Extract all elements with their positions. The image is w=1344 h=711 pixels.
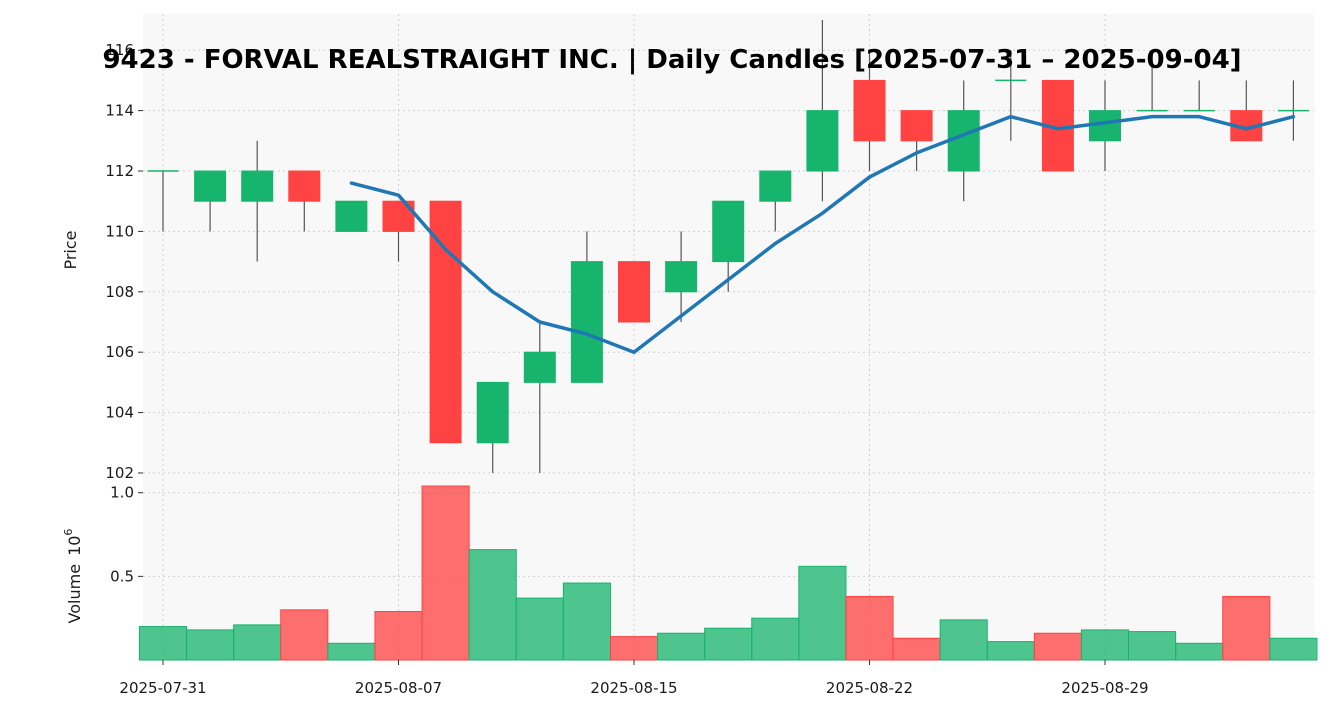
volume-bar [845,595,894,661]
volume-bar [939,619,988,661]
price-tick-label: 110 [105,222,134,240]
volume-bar [1033,632,1082,661]
price-tick-label: 108 [105,283,134,301]
candle-body [241,170,274,202]
candle-body [194,170,227,202]
price-axis-label: Price [61,230,80,269]
volume-bar [186,629,235,661]
date-tick-label: 2025-07-31 [119,679,206,697]
moving-average-line [349,114,1296,354]
price-tick-label: 102 [105,464,134,482]
candle-body [618,261,650,323]
volume-bar [327,642,376,661]
chart-title: 9423 - FORVAL REALSTRAIGHT INC. | Daily … [102,45,1241,75]
volume-bar [704,627,753,661]
price-tick-label: 116 [105,41,134,59]
volume-bar [1269,637,1318,661]
volume-bar [280,609,329,661]
volume-bar [1175,642,1224,661]
volume-bar [562,582,611,661]
axis-ticks: 102 104 106 108 110 112 114 116 0.5 1.0 2025-07-31… [105,41,1148,697]
price-tick-label: 106 [105,343,134,361]
volume-bar [609,636,659,661]
volume-scale-base: 10 [65,536,84,556]
price-tick-label: 114 [105,102,134,120]
price-tick-label: 104 [105,404,134,422]
volume-bar [751,617,800,661]
volume-bars [138,485,1318,661]
volume-bar [1222,595,1271,661]
candle-body [570,261,603,383]
candle-body [712,200,745,263]
candle-body [335,200,368,232]
volume-bar [515,597,564,661]
ma-line [349,114,1296,354]
volume-bar [798,565,847,661]
date-tick-label: 2025-08-29 [1061,679,1148,697]
volume-bar [138,626,188,661]
candle-body [853,79,886,142]
candle-body [288,170,321,202]
candle-body [429,200,462,444]
volume-tick-label: 1.0 [110,484,134,502]
volume-axis-label: Volume 106 [62,529,84,624]
volume-bar [1128,631,1177,661]
date-tick-label: 2025-08-22 [826,679,913,697]
volume-bar [233,624,282,661]
volume-bar [986,641,1035,661]
candles [147,20,1309,473]
candle-body [382,200,415,232]
candle-body [759,170,792,202]
volume-bar [657,632,706,661]
candle-body [476,381,509,444]
volume-bar [374,610,423,661]
candle-body [947,110,980,172]
candle-body [806,110,839,172]
volume-bar [421,485,470,661]
volume-tick-label: 0.5 [110,567,134,585]
volume-bar [892,637,941,661]
price-tick-label: 112 [105,162,134,180]
date-tick-label: 2025-08-15 [590,679,677,697]
date-tick-label: 2025-08-07 [355,679,442,697]
candle-body [900,110,933,142]
candle-body [665,261,698,293]
volume-bar [468,549,517,661]
volume-axis-label-text: Volume [65,564,84,624]
volume-scale-exponent: 6 [62,529,75,536]
candle-body [523,351,556,383]
volume-bar [1080,629,1130,661]
